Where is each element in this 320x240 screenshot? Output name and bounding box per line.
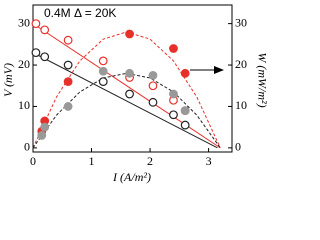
data-point	[63, 77, 73, 87]
data-point	[125, 29, 134, 39]
x-tick-label: 0	[30, 154, 36, 168]
y2-tick-label: 20	[235, 57, 247, 71]
plot-frame	[32, 4, 233, 153]
x-axis-label: I (A/m²)	[112, 170, 151, 184]
data-point	[40, 25, 50, 35]
y2-tick-label: 30	[235, 15, 247, 29]
data-point	[31, 48, 41, 58]
data-point	[98, 56, 108, 66]
arrow-head	[214, 66, 224, 74]
y2-tick-label: 10	[235, 98, 247, 112]
data-point	[169, 89, 178, 99]
annotation: 0.4M Δ = 20K	[44, 6, 116, 20]
data-point	[31, 19, 41, 29]
y2-tick-label: 0	[235, 140, 241, 154]
y-tick-label: 0	[24, 140, 30, 154]
data-point	[148, 97, 158, 107]
data-point	[180, 106, 190, 115]
data-point	[180, 68, 190, 78]
data-point	[63, 102, 73, 111]
data-point	[148, 81, 158, 91]
data-point	[98, 77, 108, 87]
series-line	[32, 72, 221, 149]
series-line	[32, 23, 221, 149]
data-point	[125, 68, 134, 78]
data-point	[40, 122, 50, 132]
data-point	[169, 44, 178, 53]
data-point	[169, 110, 178, 120]
data-point	[125, 89, 134, 99]
y-axis-label: V (mV)	[1, 63, 15, 97]
x-tick-label: 3	[206, 154, 212, 168]
data-point	[148, 70, 158, 80]
y-tick-label: 20	[18, 57, 30, 71]
series-line	[32, 31, 221, 149]
y-tick-label: 30	[18, 15, 30, 29]
chart: 0.4M Δ = 20K I (A/m²) V (mV) W (mW/m²) 0…	[1, 4, 269, 184]
data-point	[37, 131, 47, 140]
data-point	[180, 120, 190, 130]
y-tick-label: 10	[18, 98, 30, 112]
data-point	[40, 52, 50, 62]
y2-axis-label: W (mW/m²)	[255, 52, 269, 107]
x-tick-label: 1	[89, 154, 95, 168]
data-point	[98, 66, 108, 76]
x-tick-label: 2	[147, 154, 153, 168]
series-line	[32, 52, 218, 149]
data-point	[63, 60, 73, 70]
data-point	[63, 35, 73, 45]
